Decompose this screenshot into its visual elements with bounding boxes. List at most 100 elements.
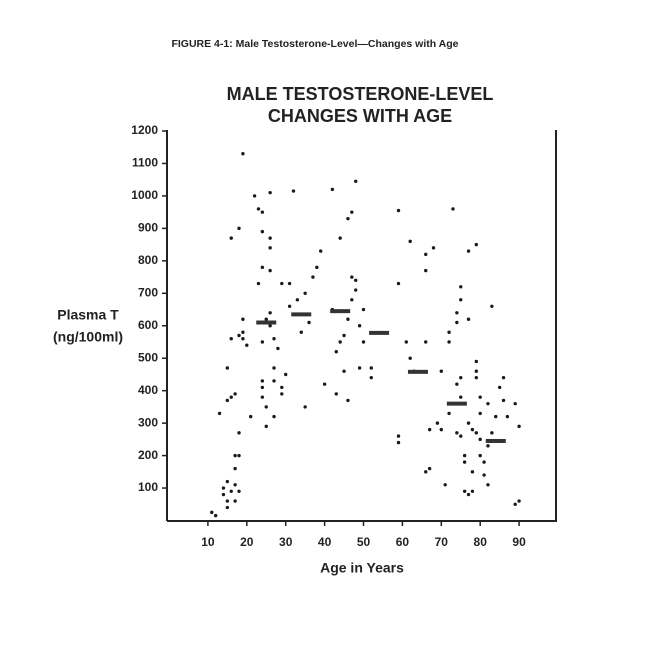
data-point [233,483,237,487]
x-tick-label: 20 [240,535,254,549]
data-point [237,453,241,458]
x-tick-label: 30 [279,535,293,549]
x-tick-label: 40 [318,535,332,549]
data-point [455,431,459,435]
data-point [505,414,510,419]
data-point [474,375,479,380]
data-point [451,207,455,211]
data-point [447,330,451,334]
data-point [501,375,506,380]
x-tick-label: 10 [201,535,215,549]
data-point [459,434,463,438]
data-point [229,489,233,493]
data-point [221,486,226,490]
data-point [237,333,241,338]
data-point [210,510,214,515]
data-point [280,392,284,396]
x-axis-label: Age in Years [320,560,404,576]
data-point [342,333,346,338]
y-axis-label: (ng/100ml) [53,329,123,345]
data-point [237,226,241,231]
data-point [431,246,436,250]
data-point [264,317,268,321]
data-point [311,275,315,279]
data-point [241,317,245,321]
data-point [447,340,451,344]
data-point [459,298,463,302]
data-point [482,473,486,477]
data-point [260,379,265,383]
y-tick-label: 1200 [131,123,158,137]
data-point [357,324,362,328]
data-point [474,359,479,364]
data-point [233,466,237,471]
data-point [466,317,471,321]
data-point [354,288,358,292]
data-point [490,304,494,308]
data-point [357,366,362,370]
y-tick-label: 800 [138,253,158,267]
data-point [260,395,265,399]
data-point [334,350,338,354]
data-point [268,236,272,240]
data-point [470,489,475,493]
x-tick-label: 50 [357,535,371,549]
data-point [470,427,475,432]
data-point [256,281,261,286]
data-point [237,489,241,493]
data-point [334,392,338,396]
data-point [346,216,350,221]
data-point [350,210,354,214]
y-tick-label: 200 [138,448,158,462]
data-point [225,398,230,403]
data-point [225,505,230,510]
data-point [462,460,467,464]
data-point [486,444,490,448]
data-point [459,285,463,289]
data-point [424,268,428,273]
data-point [424,340,428,344]
data-point [338,236,342,240]
data-point [229,337,233,341]
data-point [248,414,253,419]
data-point [213,513,218,518]
data-point [369,366,373,370]
data-point [354,278,358,283]
mean-bar [330,309,351,314]
data-point [241,330,245,334]
data-point [241,152,245,156]
x-tick-label: 70 [435,535,449,549]
data-point [284,372,288,377]
data-point [396,434,401,438]
data-point [490,431,494,435]
y-tick-label: 400 [138,383,158,397]
data-point [299,330,303,334]
y-tick-label: 1100 [132,156,158,170]
data-point [497,385,502,390]
data-point [260,340,265,344]
data-point [268,311,272,315]
data-point [439,369,443,373]
data-point [264,405,268,409]
mean-bar [485,438,506,443]
data-point [245,343,249,347]
data-point [474,369,479,373]
data-point [315,265,319,270]
data-point [346,317,350,321]
data-point [260,229,265,234]
data-point [486,401,490,406]
mean-bar [256,320,277,325]
data-point [404,340,408,344]
data-point [221,492,226,497]
chart-title: MALE TESTOSTERONE-LEVEL [227,84,494,104]
data-point [474,242,479,247]
data-point [361,307,366,312]
data-point [447,411,451,416]
data-point [303,291,307,295]
mean-bar [369,330,390,335]
data-point [276,346,280,351]
data-point [486,483,490,487]
data-point [338,340,342,344]
data-point [217,411,222,416]
